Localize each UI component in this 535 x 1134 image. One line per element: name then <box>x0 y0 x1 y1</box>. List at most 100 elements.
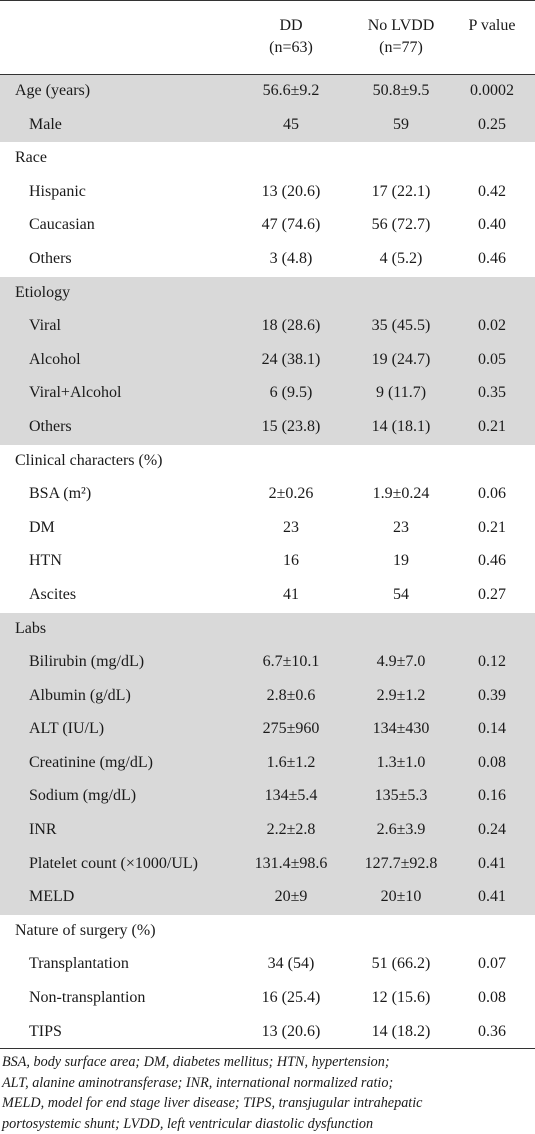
header-dd: DD (n=63) <box>236 15 346 59</box>
cell-dd: 13 (20.6) <box>236 183 346 201</box>
cell-p-value: 0.36 <box>452 1023 532 1041</box>
header-dd-n: (n=63) <box>236 37 346 59</box>
cell-no-lvdd: 2.6±3.9 <box>346 821 456 839</box>
row-label: Male <box>29 116 62 134</box>
row-label: Age (years) <box>15 82 90 100</box>
cell-dd: 134±5.4 <box>236 787 346 805</box>
cell-no-lvdd: 56 (72.7) <box>346 216 456 234</box>
row-label: Alcohol <box>29 351 81 369</box>
cell-p-value: 0.21 <box>452 519 532 537</box>
row-label: Bilirubin (mg/dL) <box>29 653 144 671</box>
cell-dd: 20±9 <box>236 888 346 906</box>
cell-no-lvdd: 12 (15.6) <box>346 989 456 1007</box>
row-label: Caucasian <box>29 216 95 234</box>
row-label: BSA (m²) <box>29 485 91 503</box>
cell-dd: 16 <box>236 552 346 570</box>
row-label: Etiology <box>15 284 70 302</box>
cell-dd: 16 (25.4) <box>236 989 346 1007</box>
cell-no-lvdd: 2.9±1.2 <box>346 687 456 705</box>
row-label: Non-transplantion <box>29 989 145 1007</box>
cell-no-lvdd: 19 <box>346 552 456 570</box>
row-label: Albumin (g/dL) <box>29 687 131 705</box>
cell-p-value: 0.06 <box>452 485 532 503</box>
cell-p-value: 0.16 <box>452 787 532 805</box>
cell-dd: 6.7±10.1 <box>236 653 346 671</box>
cell-dd: 2.8±0.6 <box>236 687 346 705</box>
footnote-line: MELD, model for end stage liver disease;… <box>2 1093 535 1114</box>
table-row: Race <box>0 142 535 176</box>
row-label: HTN <box>29 552 62 570</box>
cell-dd: 1.6±1.2 <box>236 754 346 772</box>
cell-p-value: 0.08 <box>452 754 532 772</box>
header-p-value-label: P value <box>452 15 532 37</box>
cell-no-lvdd: 54 <box>346 586 456 604</box>
row-label: Hispanic <box>29 183 86 201</box>
footnote-line: portosystemic shunt; LVDD, left ventricu… <box>2 1114 535 1134</box>
table-row: Clinical characters (%) <box>0 445 535 479</box>
cell-no-lvdd: 59 <box>346 116 456 134</box>
cell-dd: 275±960 <box>236 720 346 738</box>
row-label: Viral+Alcohol <box>29 384 121 402</box>
cell-no-lvdd: 35 (45.5) <box>346 317 456 335</box>
cell-dd: 6 (9.5) <box>236 384 346 402</box>
data-table: DD (n=63) No LVDD (n=77) P value Age (ye… <box>0 0 535 1049</box>
cell-no-lvdd: 135±5.3 <box>346 787 456 805</box>
row-label: Others <box>29 250 72 268</box>
header-no-lvdd-n: (n=77) <box>346 37 456 59</box>
cell-p-value: 0.40 <box>452 216 532 234</box>
cell-no-lvdd: 19 (24.7) <box>346 351 456 369</box>
table-row: Nature of surgery (%) <box>0 915 535 949</box>
cell-no-lvdd: 134±430 <box>346 720 456 738</box>
footnote-line: BSA, body surface area; DM, diabetes mel… <box>2 1052 535 1073</box>
row-label: TIPS <box>29 1023 62 1041</box>
header-dd-label: DD <box>236 15 346 37</box>
cell-p-value: 0.14 <box>452 720 532 738</box>
cell-p-value: 0.12 <box>452 653 532 671</box>
cell-no-lvdd: 9 (11.7) <box>346 384 456 402</box>
cell-dd: 15 (23.8) <box>236 418 346 436</box>
header-no-lvdd: No LVDD (n=77) <box>346 15 456 59</box>
cell-dd: 18 (28.6) <box>236 317 346 335</box>
row-label: Platelet count (×1000/UL) <box>29 855 198 873</box>
cell-no-lvdd: 50.8±9.5 <box>346 82 456 100</box>
cell-no-lvdd: 51 (66.2) <box>346 955 456 973</box>
cell-no-lvdd: 14 (18.2) <box>346 1023 456 1041</box>
footnote-line: ALT, alanine aminotransferase; INR, inte… <box>2 1073 535 1094</box>
row-label: Creatinine (mg/dL) <box>29 754 153 772</box>
cell-no-lvdd: 127.7±92.8 <box>346 855 456 873</box>
cell-dd: 45 <box>236 116 346 134</box>
table-row: Alcohol 24 (38.1)19 (24.7)0.05 <box>0 344 535 378</box>
cell-no-lvdd: 14 (18.1) <box>346 418 456 436</box>
cell-no-lvdd: 17 (22.1) <box>346 183 456 201</box>
cell-p-value: 0.21 <box>452 418 532 436</box>
table-header: DD (n=63) No LVDD (n=77) P value <box>0 0 535 75</box>
row-label: Labs <box>15 620 46 638</box>
cell-no-lvdd: 23 <box>346 519 456 537</box>
row-label: Others <box>29 418 72 436</box>
cell-dd: 24 (38.1) <box>236 351 346 369</box>
row-label: DM <box>29 519 55 537</box>
header-p-value: P value <box>452 15 532 37</box>
cell-p-value: 0.05 <box>452 351 532 369</box>
row-label: Transplantation <box>29 955 129 973</box>
row-label: Sodium (mg/dL) <box>29 787 136 805</box>
row-label: Viral <box>29 317 61 335</box>
row-label: Nature of surgery (%) <box>15 922 156 940</box>
